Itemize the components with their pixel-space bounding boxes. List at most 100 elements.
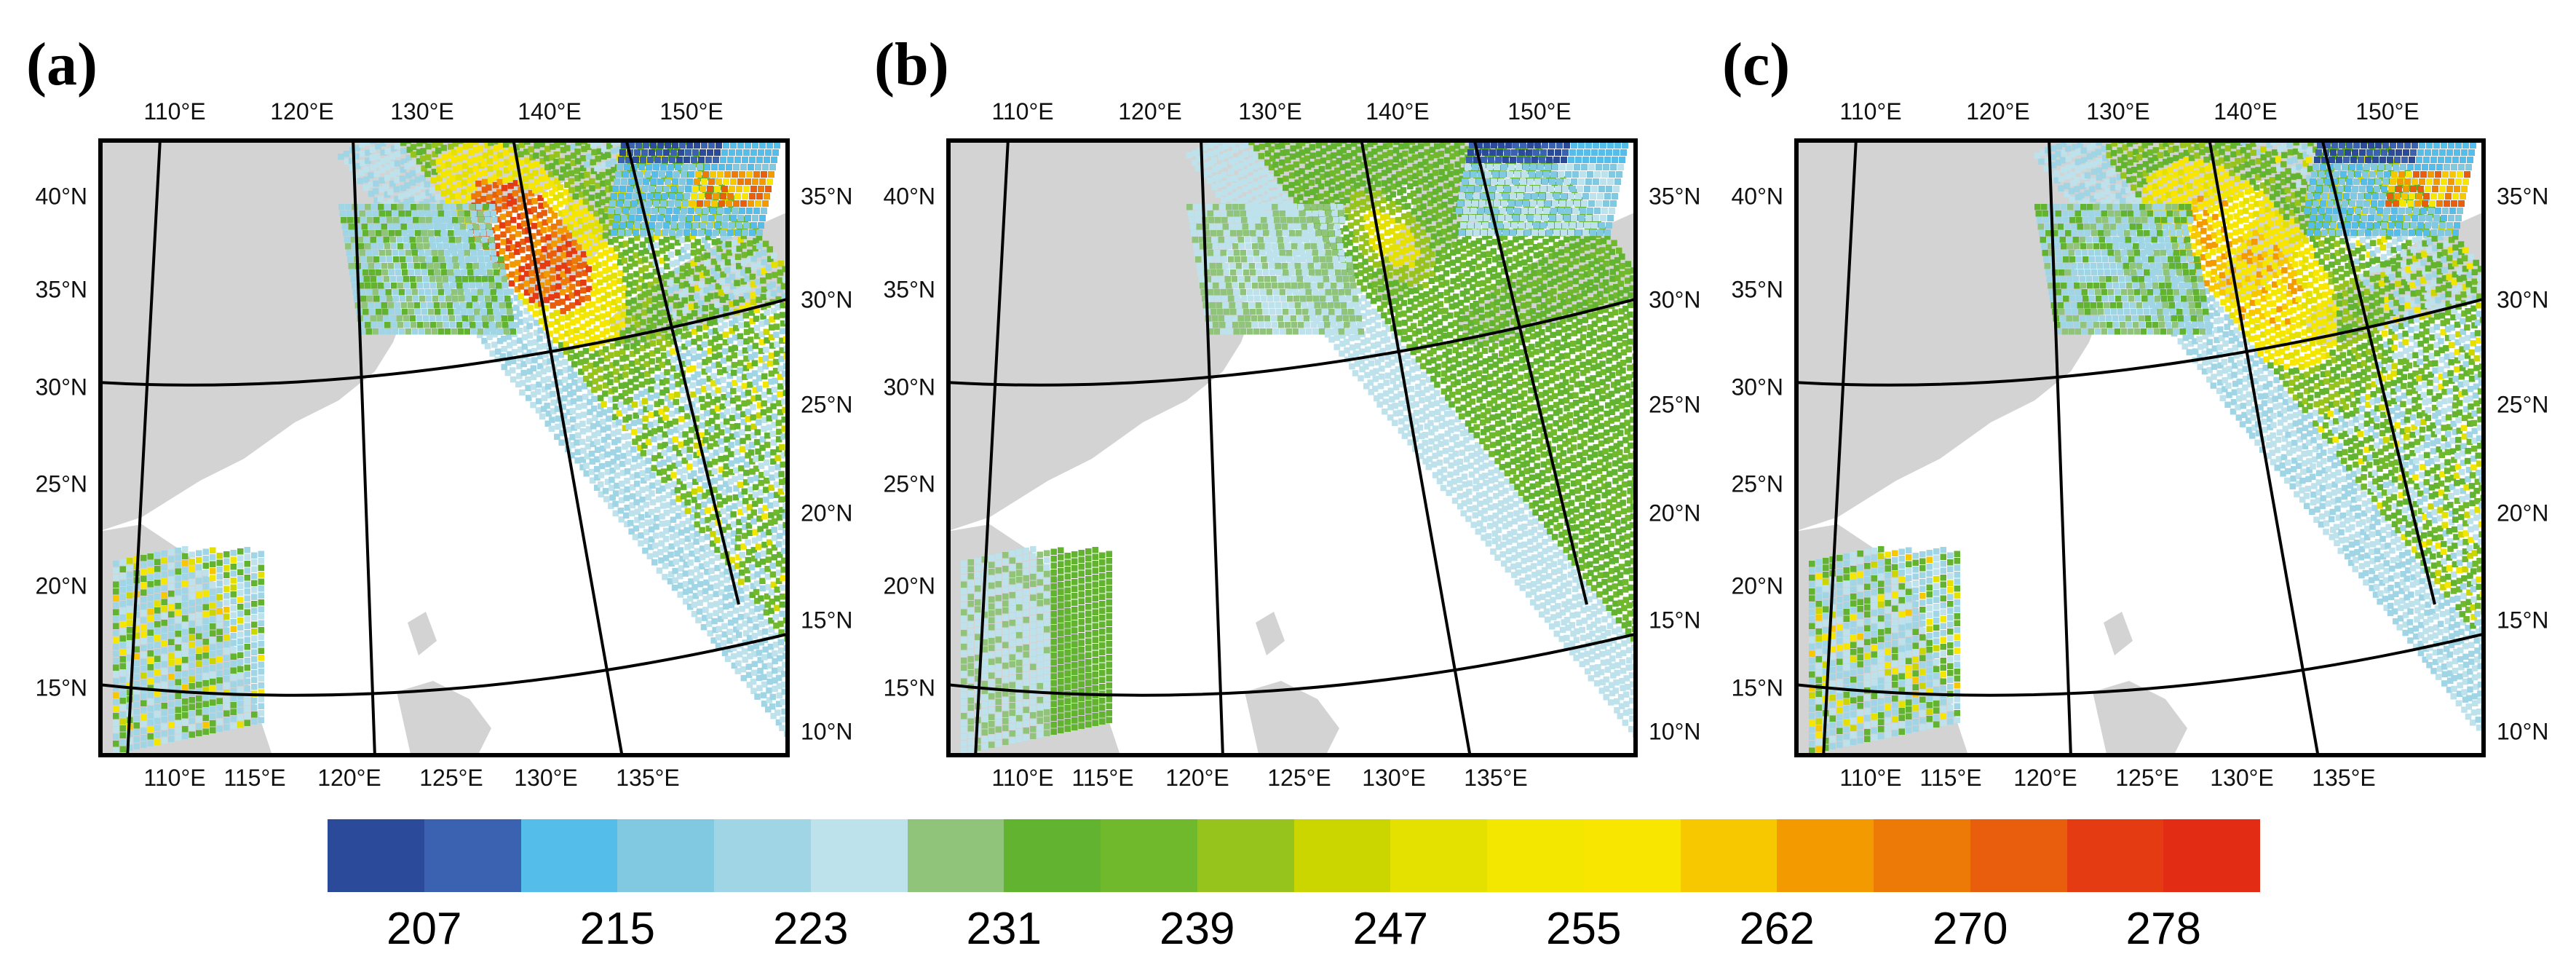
swath-cell: [531, 223, 538, 229]
swath-cell: [666, 208, 673, 214]
swath-cell: [216, 559, 223, 566]
swath-cell: [697, 494, 703, 500]
swath-cell: [237, 707, 244, 714]
swath-cell: [753, 138, 760, 141]
swath-cell: [675, 495, 682, 502]
swath-cell: [541, 210, 547, 216]
swath-cell: [755, 561, 761, 567]
swath-cell: [1422, 159, 1429, 165]
swath-cell: [505, 226, 512, 234]
swath-cell: [437, 204, 443, 210]
swath-cell: [756, 193, 763, 200]
swath-cell: [168, 618, 175, 625]
swath-cell: [731, 662, 738, 669]
swath-cell: [1359, 216, 1366, 223]
swath-cell: [782, 406, 785, 414]
swath-cell: [574, 318, 581, 324]
swath-cell: [766, 415, 773, 422]
swath-cell: [589, 178, 595, 185]
swath-cell: [436, 175, 443, 181]
swath-cell: [471, 193, 477, 200]
swath-cell: [518, 143, 526, 149]
swath-cell: [442, 315, 448, 322]
latitude-tick-left: 25°N: [883, 470, 936, 497]
swath-cell: [686, 482, 693, 489]
swath-cell: [1326, 138, 1333, 143]
swath-cell: [563, 189, 570, 196]
swath-cell: [638, 409, 644, 415]
swath-cell: [737, 376, 743, 382]
swath-cell: [379, 143, 387, 146]
swath-cell: [737, 236, 744, 243]
swath-cell: [1333, 175, 1340, 182]
swath-cell: [435, 147, 442, 154]
swath-cell: [788, 341, 790, 347]
swath-cell: [1220, 180, 1227, 187]
swath-cell: [764, 319, 771, 326]
swath-cell: [175, 617, 181, 623]
swath-cell: [394, 160, 401, 167]
swath-cell: [590, 423, 597, 430]
swath-cell: [703, 561, 710, 567]
swath-cell: [392, 138, 398, 141]
swath-cell: [216, 698, 223, 704]
swath-cell: [657, 319, 663, 326]
swath-cell: [557, 237, 564, 243]
swath-cell: [544, 402, 550, 409]
swath-cell: [373, 170, 381, 177]
swath-cell: [1232, 157, 1239, 164]
latitude-tick-left: 15°N: [883, 674, 936, 701]
swath-cell: [700, 623, 708, 631]
swath-cell: [501, 363, 507, 371]
swath-cell: [127, 627, 133, 634]
swath-cell: [770, 307, 777, 315]
swath-cell: [585, 143, 592, 151]
swath-cell: [539, 291, 546, 297]
swath-cell: [1245, 194, 1253, 200]
swath-cell: [560, 271, 567, 277]
swath-cell: [480, 269, 487, 276]
swath-cell: [1308, 179, 1315, 186]
swath-cell: [775, 138, 782, 141]
swath-cell: [711, 486, 718, 493]
swath-cell: [466, 224, 472, 230]
swath-cell: [474, 309, 480, 315]
swath-cell: [767, 644, 774, 650]
swath-cell: [237, 596, 244, 603]
swath-cell: [378, 322, 384, 328]
swath-cell: [445, 256, 452, 263]
swath-cell: [1354, 192, 1360, 198]
swath-cell: [766, 388, 773, 395]
swath-cell: [742, 620, 748, 627]
swath-cell: [575, 158, 582, 165]
swath-cell: [251, 601, 258, 607]
swath-cell: [605, 461, 611, 468]
swath-cell: [487, 165, 494, 173]
swath-cell: [1201, 153, 1208, 159]
swath-cell: [416, 149, 423, 156]
swath-cell: [788, 633, 790, 639]
swath-cell: [719, 278, 726, 285]
swath-cell: [453, 224, 459, 230]
swath-cell: [1242, 151, 1249, 157]
swath-cell: [631, 334, 638, 341]
swath-cell: [772, 395, 778, 401]
swath-cell: [683, 288, 689, 295]
swath-cell: [359, 250, 365, 256]
swath-cell: [628, 255, 635, 262]
swath-cell: [722, 470, 729, 478]
swath-cell: [523, 176, 529, 182]
swath-cell: [697, 300, 705, 307]
swath-cell: [1274, 170, 1280, 177]
swath-cell: [654, 383, 660, 390]
swath-cell: [670, 234, 676, 240]
swath-cell: [182, 608, 189, 615]
swath-cell: [638, 521, 646, 529]
swath-cell: [161, 612, 167, 619]
swath-cell: [175, 623, 181, 630]
swath-cell: [216, 615, 223, 621]
swath-cell: [718, 164, 725, 170]
swath-cell: [1376, 190, 1382, 197]
swath-cell: [772, 677, 778, 684]
longitude-tick-bottom: 130°E: [1362, 765, 1426, 791]
